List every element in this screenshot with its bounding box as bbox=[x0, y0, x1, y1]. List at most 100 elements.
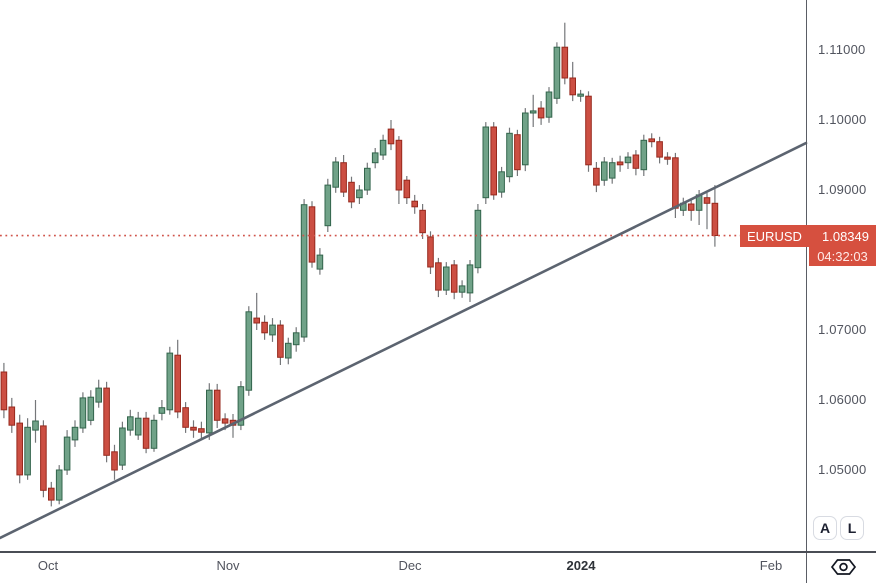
candle-up bbox=[55, 469, 63, 501]
candle-up bbox=[300, 204, 308, 338]
candle-down bbox=[387, 128, 395, 145]
auto-scale-button-label: A bbox=[819, 520, 831, 536]
candle-down bbox=[593, 167, 600, 186]
candle-down bbox=[308, 206, 316, 263]
last-price-label: EURUSD 1.08349 bbox=[740, 225, 876, 247]
candle-up bbox=[332, 161, 339, 188]
candle-down bbox=[419, 209, 426, 234]
candle-down bbox=[687, 203, 695, 211]
candle-down bbox=[490, 126, 497, 196]
candle-up bbox=[458, 285, 466, 293]
bar-countdown-label: 04:32:03 bbox=[809, 247, 876, 266]
candle-up bbox=[364, 167, 371, 191]
candle-up bbox=[269, 324, 276, 336]
candle-up bbox=[379, 139, 387, 156]
candle-up bbox=[63, 436, 71, 471]
candle-up bbox=[79, 397, 87, 429]
candle-down bbox=[198, 428, 205, 433]
candle-down bbox=[111, 451, 118, 471]
time-tick-label: 2024 bbox=[566, 558, 596, 573]
candle-up bbox=[371, 152, 379, 164]
auto-scale-button[interactable]: A bbox=[813, 516, 837, 540]
candle-down bbox=[16, 422, 23, 476]
candle-up bbox=[158, 407, 166, 414]
candle-up bbox=[324, 184, 332, 227]
candle-down bbox=[561, 46, 569, 79]
candle-up bbox=[466, 264, 474, 294]
trendline-drawing[interactable] bbox=[0, 141, 808, 540]
candle-down bbox=[664, 156, 671, 160]
log-scale-button[interactable]: L bbox=[840, 516, 864, 540]
price-tick-label: 1.06000 bbox=[818, 392, 867, 407]
time-axis-border bbox=[0, 551, 876, 553]
candle-down bbox=[190, 426, 197, 431]
candle-down bbox=[277, 324, 284, 358]
candle-up bbox=[553, 46, 561, 99]
candle-up bbox=[522, 112, 529, 166]
candle-down bbox=[435, 262, 442, 291]
candle-down bbox=[537, 107, 545, 119]
candle-down bbox=[340, 162, 347, 193]
candle-up bbox=[87, 396, 95, 421]
price-axis-border bbox=[806, 0, 807, 583]
candle-down bbox=[8, 406, 16, 426]
price-tick-label: 1.07000 bbox=[818, 322, 867, 337]
candle-down bbox=[221, 418, 229, 424]
candle-up bbox=[206, 389, 213, 434]
candle-up bbox=[166, 352, 174, 411]
candle-down bbox=[648, 138, 656, 143]
candle-down bbox=[711, 202, 719, 237]
candle-down bbox=[427, 236, 434, 268]
candle-up bbox=[577, 93, 584, 97]
candle-up bbox=[608, 162, 616, 179]
candle-down bbox=[261, 321, 268, 334]
candle-up bbox=[529, 110, 537, 114]
time-tick-label: Feb bbox=[759, 558, 783, 573]
candle-down bbox=[48, 487, 55, 501]
candle-up bbox=[356, 189, 363, 199]
candle-down bbox=[348, 181, 355, 203]
log-scale-button-label: L bbox=[847, 520, 857, 536]
candle-down bbox=[411, 200, 418, 208]
candle-up bbox=[245, 311, 253, 391]
time-tick-label: Dec bbox=[398, 558, 422, 573]
candle-up bbox=[95, 387, 103, 403]
price-tick-label: 1.11000 bbox=[818, 42, 866, 57]
candle-up bbox=[482, 126, 490, 199]
last-price-symbol: EURUSD bbox=[747, 228, 802, 244]
candle-up bbox=[127, 416, 134, 431]
candle-down bbox=[569, 77, 577, 96]
candle-up bbox=[292, 332, 300, 346]
candle-down bbox=[632, 154, 640, 169]
price-tick-label: 1.10000 bbox=[818, 112, 867, 127]
candle-down bbox=[585, 95, 592, 166]
price-tick-label: 1.05000 bbox=[818, 462, 867, 477]
candle-up bbox=[119, 427, 126, 466]
candle-up bbox=[134, 417, 142, 436]
candle-down bbox=[616, 161, 624, 166]
candle-down bbox=[672, 157, 679, 209]
candle-up bbox=[506, 132, 513, 178]
candle-up bbox=[150, 419, 158, 449]
candle-up bbox=[498, 171, 505, 193]
candle-up bbox=[285, 342, 292, 359]
hexagon-eye-icon[interactable] bbox=[830, 558, 857, 576]
candle-down bbox=[213, 389, 221, 421]
candle-up bbox=[545, 91, 553, 118]
candle-up bbox=[601, 161, 608, 181]
candle-up bbox=[474, 209, 482, 269]
candle-down bbox=[656, 141, 663, 158]
candle-down bbox=[103, 387, 110, 456]
candle-down bbox=[253, 317, 260, 324]
time-tick-label: Oct bbox=[37, 558, 59, 573]
candle-up bbox=[624, 156, 632, 164]
candle-down bbox=[703, 197, 711, 204]
candle-up bbox=[71, 426, 79, 441]
candle-down bbox=[403, 179, 411, 199]
candle-down bbox=[395, 139, 403, 191]
candle-down bbox=[142, 417, 150, 449]
candle-up bbox=[24, 426, 31, 476]
last-price-value: 1.08349 bbox=[822, 228, 869, 244]
